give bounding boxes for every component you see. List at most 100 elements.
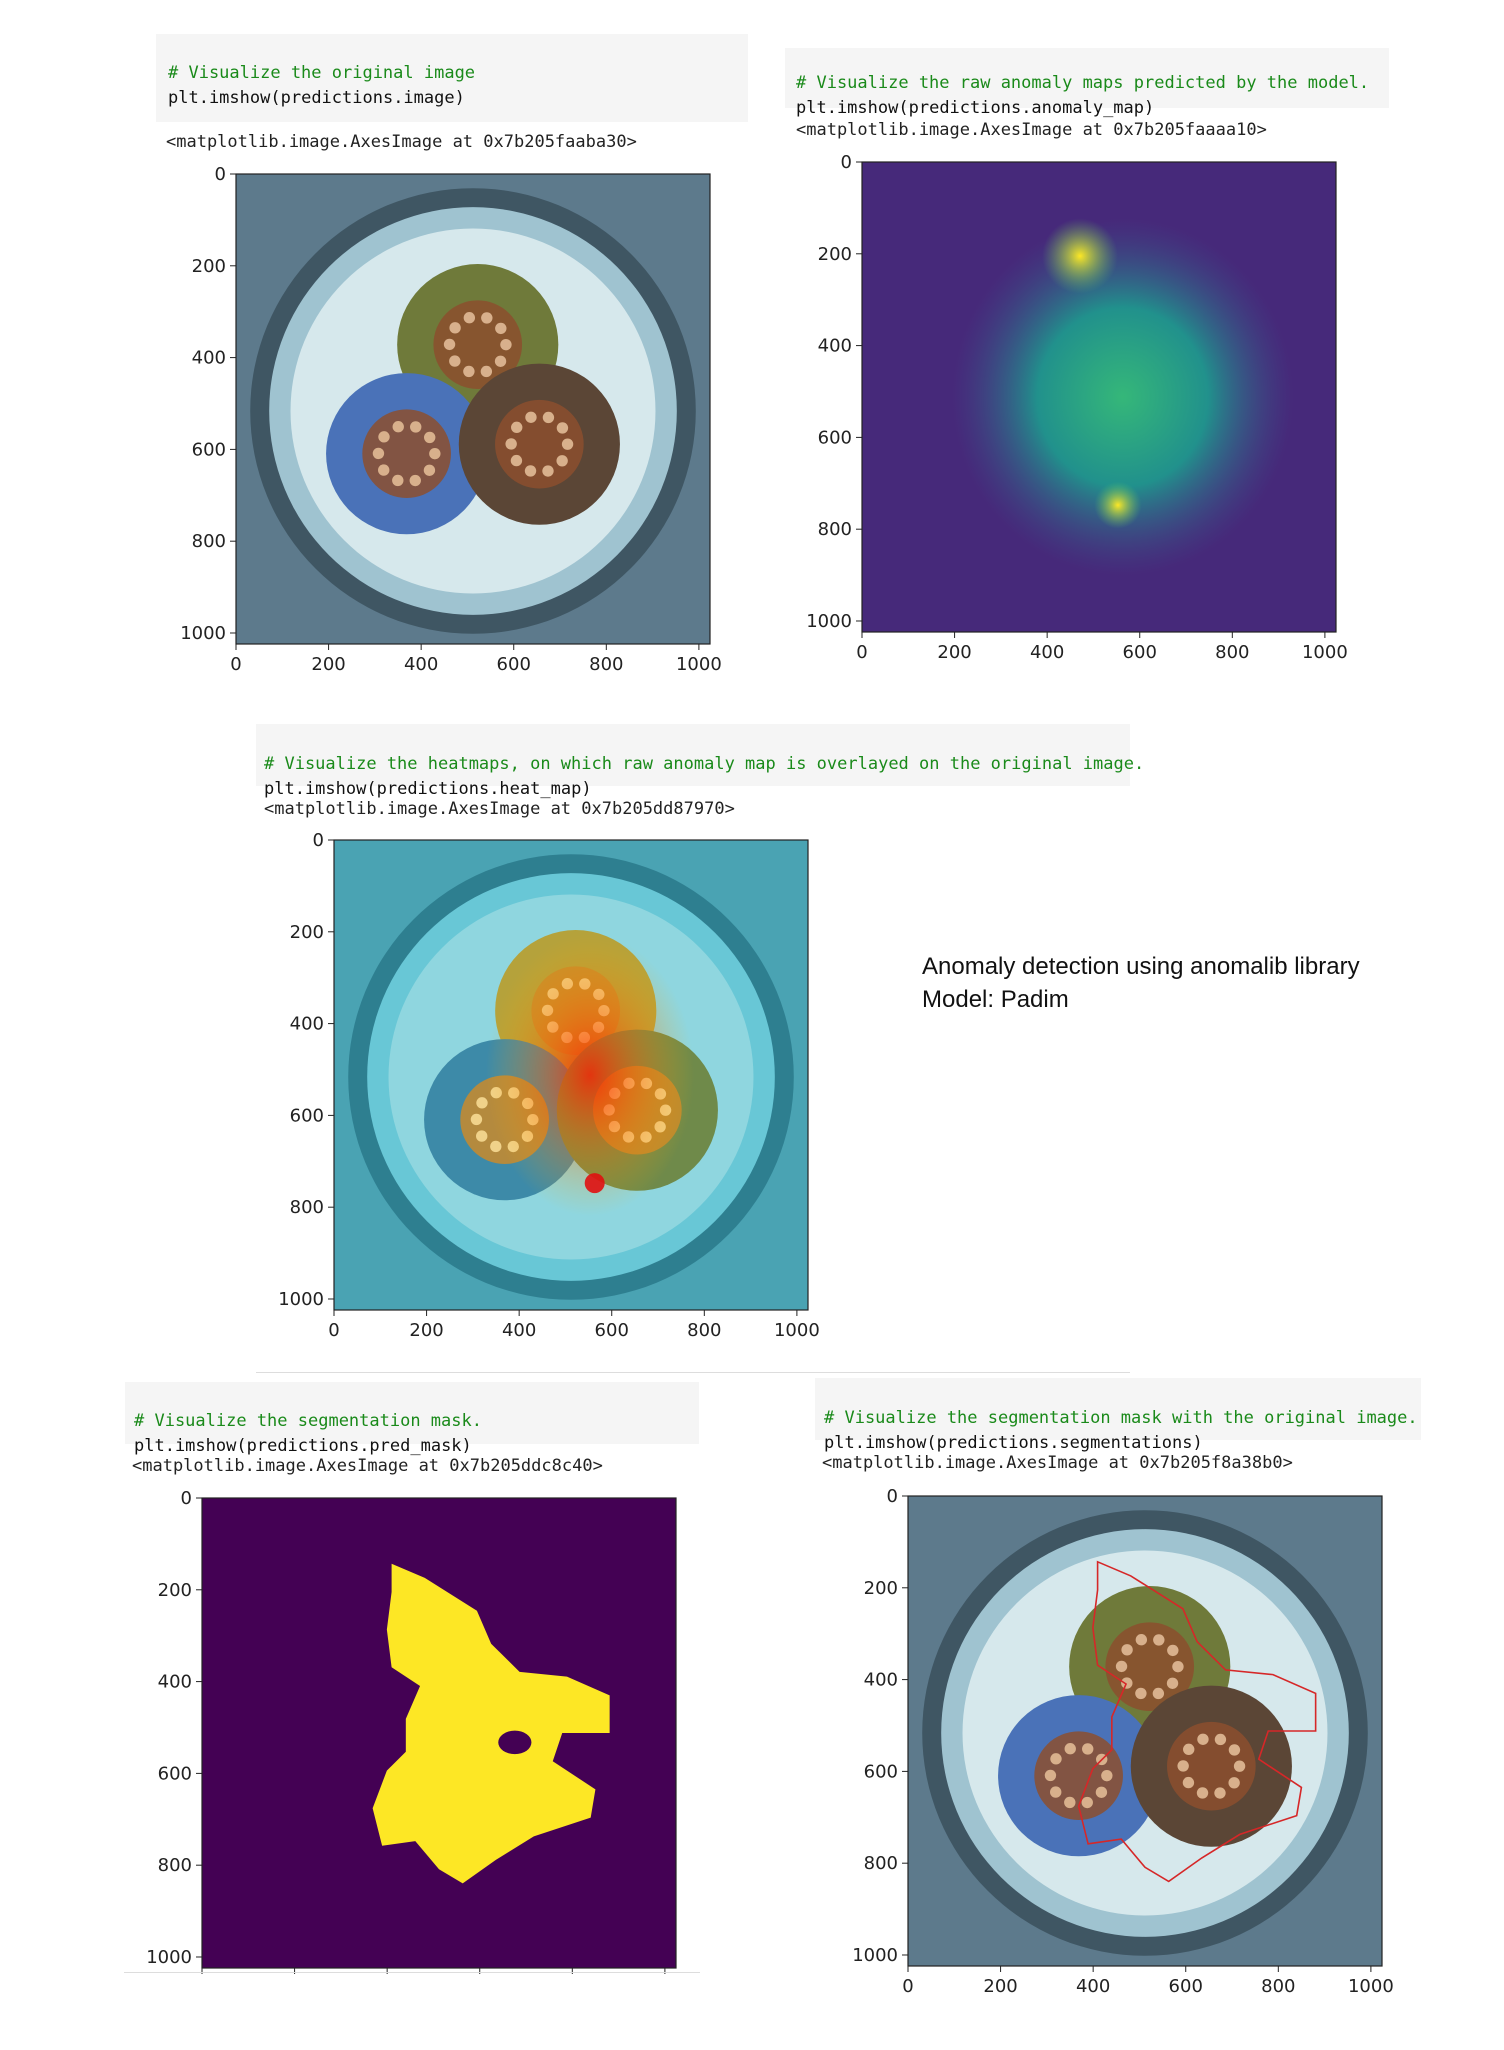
x-tick-label: 1000 [1302,642,1348,663]
x-tick-label: 400 [1076,1976,1110,1997]
y-tick-label: 200 [818,244,852,265]
y-tick-label: 400 [192,348,226,369]
cell-output-text: <matplotlib.image.AxesImage at 0x7b205f8… [822,1453,1293,1473]
x-tick-label: 600 [595,1320,629,1341]
y-tick-label: 0 [887,1486,898,1507]
x-tick-label: 1000 [774,1320,820,1341]
y-tick-label: 600 [864,1761,898,1782]
y-tick-label: 600 [290,1105,324,1126]
heat-map-image [334,840,808,1310]
code-comment: # Visualize the raw anomaly maps predict… [796,73,1370,93]
y-tick-label: 400 [818,336,852,357]
code-cell-pred-mask[interactable] [125,1382,699,1444]
code-fn: plt.imshow [796,98,899,118]
code-cell-segmentations[interactable] [815,1378,1421,1440]
anomaly-map-image [862,162,1336,632]
y-tick-label: 400 [158,1672,192,1693]
x-tick-label: 0 [328,1320,339,1341]
x-tick-label: 0 [856,642,867,663]
cell-output-text: <matplotlib.image.AxesImage at 0x7b205dd… [264,799,735,819]
y-tick-label: 800 [158,1855,192,1876]
code-cell-segmentations-source: # Visualize the segmentation mask with t… [824,1408,1418,1453]
y-tick-label: 400 [290,1014,324,1035]
x-tick-label: 400 [502,1320,536,1341]
y-tick-label: 800 [192,531,226,552]
code-arg: predictions.image [280,88,455,108]
y-tick-label: 1000 [146,1947,192,1968]
divider [124,1972,700,1973]
annotation-line-2: Model: Padim [922,986,1069,1013]
y-tick-label: 200 [158,1580,192,1601]
y-tick-label: 200 [864,1578,898,1599]
x-tick-label: 200 [983,1976,1017,1997]
x-tick-label: 800 [1261,1976,1295,1997]
y-tick-label: 800 [818,519,852,540]
code-fn: plt.imshow [264,779,367,799]
divider [256,1372,1130,1373]
y-tick-label: 1000 [852,1945,898,1966]
code-cell-pred-mask-source: # Visualize the segmentation mask. plt.i… [134,1411,482,1456]
code-fn: plt.imshow [824,1433,927,1453]
y-tick-label: 0 [313,830,324,851]
x-tick-label: 800 [1215,642,1249,663]
y-tick-label: 1000 [278,1289,324,1310]
y-tick-label: 200 [192,256,226,277]
y-tick-label: 600 [818,427,852,448]
cable-image [908,1496,1382,1966]
y-tick-label: 600 [158,1763,192,1784]
x-tick-label: 1000 [1348,1976,1394,1997]
code-arg: predictions.segmentations [936,1433,1193,1453]
annotation-note: Anomaly detection using anomalib library… [922,950,1360,1016]
x-tick-label: 0 [902,1976,913,1997]
cell-output-text: <matplotlib.image.AxesImage at 0x7b205dd… [132,1456,603,1476]
code-cell-original-image-source: # Visualize the original image plt.imsho… [168,63,476,108]
code-comment: # Visualize the segmentation mask. [134,1411,482,1431]
cable-image [236,174,710,644]
segmentation-mask-image [202,1498,676,1968]
plot-pred-mask: 0 200 400 600 800 1000 [146,1488,677,1974]
annotation-line-1: Anomaly detection using anomalib library [922,953,1360,980]
code-fn: plt.imshow [168,88,271,108]
x-tick-label: 400 [1030,642,1064,663]
code-arg: predictions.pred_mask [246,1436,462,1456]
x-tick-label: 0 [230,654,241,675]
code-comment: # Visualize the original image [168,63,476,83]
code-cell-anomaly-map[interactable] [785,48,1389,108]
code-comment: # Visualize the heatmaps, on which raw a… [264,754,1145,774]
y-tick-label: 1000 [806,611,852,632]
x-tick-label: 200 [409,1320,443,1341]
y-tick-label: 0 [841,152,852,173]
y-tick-label: 800 [290,1197,324,1218]
x-tick-label: 600 [1123,642,1157,663]
x-tick-label: 800 [687,1320,721,1341]
x-tick-label: 600 [1169,1976,1203,1997]
y-tick-label: 400 [864,1670,898,1691]
code-fn: plt.imshow [134,1436,237,1456]
cell-output-text: <matplotlib.image.AxesImage at 0x7b205fa… [796,120,1267,140]
y-tick-label: 0 [215,164,226,185]
y-tick-label: 600 [192,439,226,460]
y-tick-label: 0 [181,1488,192,1509]
x-tick-label: 800 [589,654,623,675]
x-tick-label: 600 [497,654,531,675]
code-cell-original-image[interactable] [156,34,748,122]
code-cell-heat-map[interactable] [256,724,1130,786]
x-tick-label: 200 [937,642,971,663]
y-tick-label: 1000 [180,623,226,644]
cell-output-text: <matplotlib.image.AxesImage at 0x7b205fa… [166,132,637,152]
x-tick-label: 200 [311,654,345,675]
y-tick-label: 800 [864,1853,898,1874]
x-tick-label: 1000 [676,654,722,675]
y-tick-label: 200 [290,922,324,943]
code-arg: predictions.anomaly_map [908,98,1145,118]
code-cell-heat-map-source: # Visualize the heatmaps, on which raw a… [264,754,1145,799]
code-cell-anomaly-map-source: # Visualize the raw anomaly maps predict… [796,73,1370,118]
code-arg: predictions.heat_map [376,779,582,799]
segmentation-contour [1077,1560,1317,1883]
code-comment: # Visualize the segmentation mask with t… [824,1408,1418,1428]
x-tick-label: 400 [404,654,438,675]
